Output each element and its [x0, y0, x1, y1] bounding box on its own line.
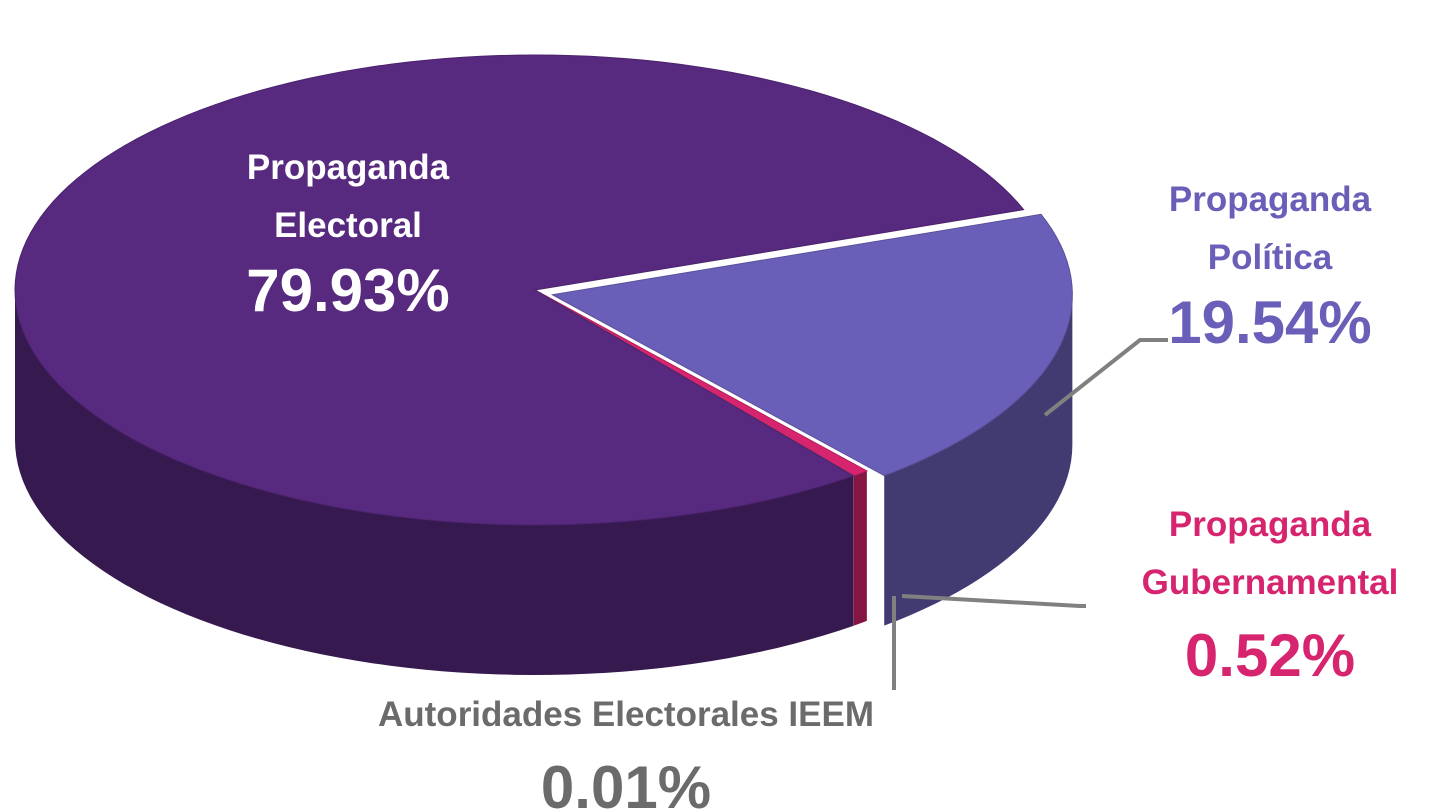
value-label: 0.52%: [1184, 622, 1356, 689]
value-label: 79.93%: [246, 257, 450, 324]
data-label: Propaganda Gubernamental 0.52%: [1110, 496, 1430, 692]
data-label: Propaganda Electoral 79.93%: [218, 139, 478, 327]
category-label: Autoridades Electorales IEEM: [378, 695, 874, 734]
data-label: Propaganda Política 19.54%: [1140, 171, 1400, 359]
slice: [14, 54, 1025, 526]
value-label: 19.54%: [1168, 289, 1372, 356]
value-label: 0.01%: [540, 754, 712, 812]
category-label: Propaganda Electoral: [246, 148, 450, 245]
slice-side: [853, 470, 867, 626]
leader-line: [1043, 338, 1168, 417]
slice: [550, 213, 1073, 477]
data-label: Autoridades Electorales IEEM 0.01%: [306, 686, 946, 812]
category-label: Propaganda Gubernamental: [1141, 505, 1399, 602]
slice-side: [15, 290, 854, 675]
slice-side: [884, 294, 1073, 626]
leader-line: [901, 594, 1086, 608]
category-label: Propaganda Política: [1168, 180, 1372, 277]
